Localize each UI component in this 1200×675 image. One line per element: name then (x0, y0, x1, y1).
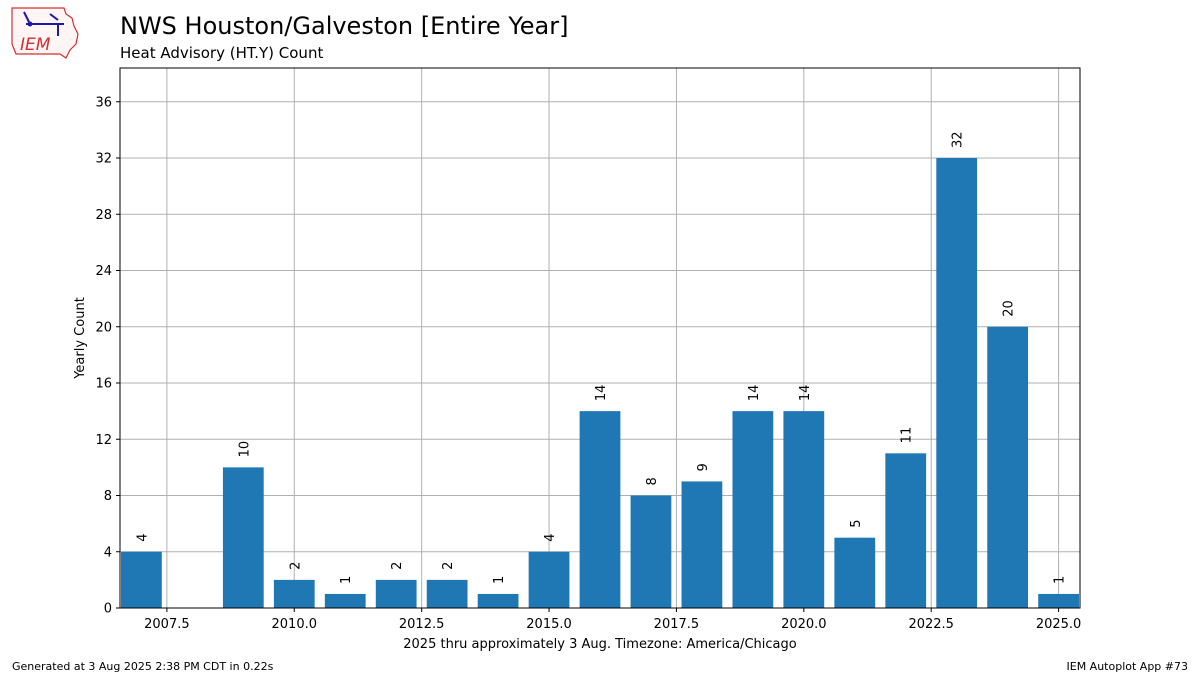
bar (732, 411, 774, 608)
x-tick-label: 2007.5 (144, 617, 190, 632)
bar (579, 411, 621, 608)
data-label: 20 (1002, 300, 1017, 317)
bar (528, 551, 570, 608)
data-label: 2 (288, 562, 303, 570)
bar (324, 593, 366, 608)
x-tick-label: 2022.5 (908, 617, 954, 632)
footer-app-id: IEM Autoplot App #73 (1066, 660, 1189, 673)
bar (273, 579, 315, 608)
data-label: 32 (951, 131, 966, 148)
y-tick-label: 0 (104, 602, 112, 617)
x-tick-label: 2010.0 (272, 617, 318, 632)
plot-frame (119, 67, 1081, 609)
data-label: 4 (135, 533, 150, 541)
x-tick-label: 2015.0 (526, 617, 572, 632)
data-label: 1 (1053, 576, 1068, 584)
y-tick-label: 16 (95, 377, 112, 392)
chart-title: NWS Houston/Galveston [Entire Year] (120, 12, 569, 40)
bar (885, 453, 927, 608)
bar (375, 579, 417, 608)
chart-subtitle: Heat Advisory (HT.Y) Count (120, 44, 324, 62)
data-label: 5 (849, 519, 864, 527)
data-label: 14 (594, 385, 609, 402)
bar (681, 481, 723, 608)
y-tick-label: 8 (104, 489, 112, 504)
data-label: 11 (900, 427, 915, 444)
data-label: 1 (492, 576, 507, 584)
bar (834, 537, 876, 608)
x-tick-label: 2025.0 (1036, 617, 1082, 632)
y-tick-label: 36 (95, 95, 112, 110)
svg-text:IEM: IEM (20, 35, 51, 55)
data-label: 14 (798, 385, 813, 402)
data-label: 10 (237, 441, 252, 458)
data-label: 8 (645, 477, 660, 485)
y-tick-label: 32 (95, 152, 112, 167)
y-tick-label: 20 (95, 320, 112, 335)
y-tick-label: 28 (95, 208, 112, 223)
bar (630, 495, 672, 608)
bar (121, 551, 162, 608)
bar (936, 158, 978, 608)
bar (222, 467, 264, 608)
footer-generated: Generated at 3 Aug 2025 2:38 PM CDT in 0… (12, 660, 274, 673)
bar (426, 579, 468, 608)
data-label: 9 (696, 463, 711, 471)
bar (477, 593, 519, 608)
iem-logo: IEM (11, 7, 79, 59)
data-label: 4 (543, 533, 558, 541)
data-label: 14 (747, 385, 762, 402)
x-axis-label: 2025 thru approximately 3 Aug. Timezone:… (403, 637, 797, 652)
y-axis-label: Yearly Count (73, 297, 88, 380)
y-tick-label: 4 (104, 545, 112, 560)
x-tick-label: 2012.5 (399, 617, 445, 632)
x-tick-label: 2020.0 (781, 617, 827, 632)
y-tick-label: 12 (95, 433, 112, 448)
x-tick-label: 2017.5 (654, 617, 700, 632)
data-label: 2 (441, 562, 456, 570)
y-tick-label: 24 (95, 264, 112, 279)
data-label: 2 (390, 562, 405, 570)
bar (1038, 593, 1079, 608)
bars-layer (121, 158, 1079, 608)
bar (783, 411, 825, 608)
data-label: 1 (339, 576, 354, 584)
bar (987, 326, 1029, 608)
